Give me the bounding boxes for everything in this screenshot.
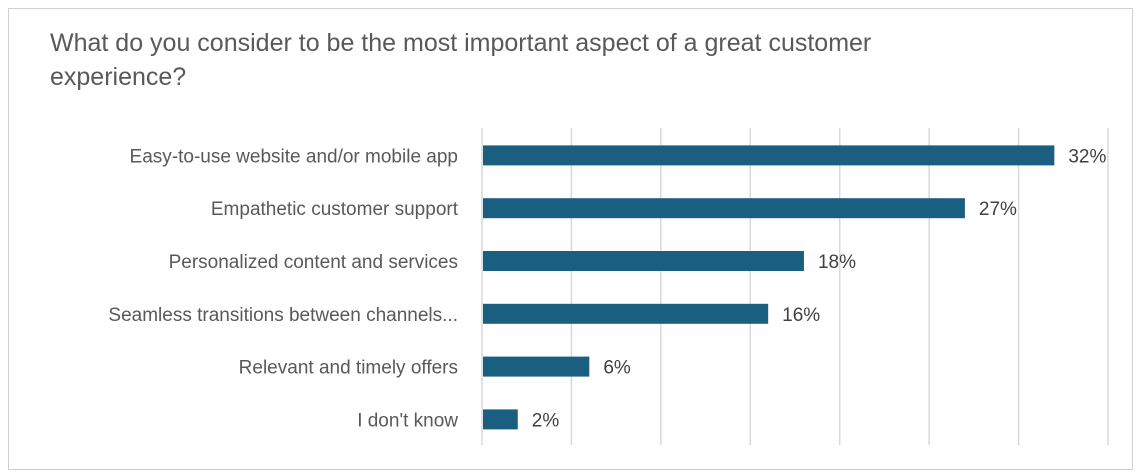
category-label: Seamless transitions between channels...: [108, 305, 458, 326]
data-label: 18%: [818, 252, 856, 273]
bar: [483, 303, 769, 324]
data-label: 2%: [532, 410, 560, 431]
category-label: Personalized content and services: [169, 252, 458, 273]
chart-frame: [8, 8, 1133, 470]
data-label: 32%: [1068, 146, 1106, 167]
bar: [483, 356, 590, 377]
category-label: Empathetic customer support: [211, 199, 459, 220]
bar: [483, 145, 1055, 166]
data-label: 6%: [603, 358, 631, 379]
bar: [483, 409, 518, 430]
category-label: Easy-to-use website and/or mobile app: [130, 146, 458, 167]
category-label: Relevant and timely offers: [239, 358, 458, 379]
bar: [483, 251, 804, 271]
data-label: 16%: [782, 305, 820, 326]
bar: [483, 198, 965, 219]
data-label: 27%: [979, 199, 1017, 220]
chart-title: What do you consider to be the most impo…: [50, 29, 872, 91]
category-label: I don't know: [357, 410, 458, 431]
